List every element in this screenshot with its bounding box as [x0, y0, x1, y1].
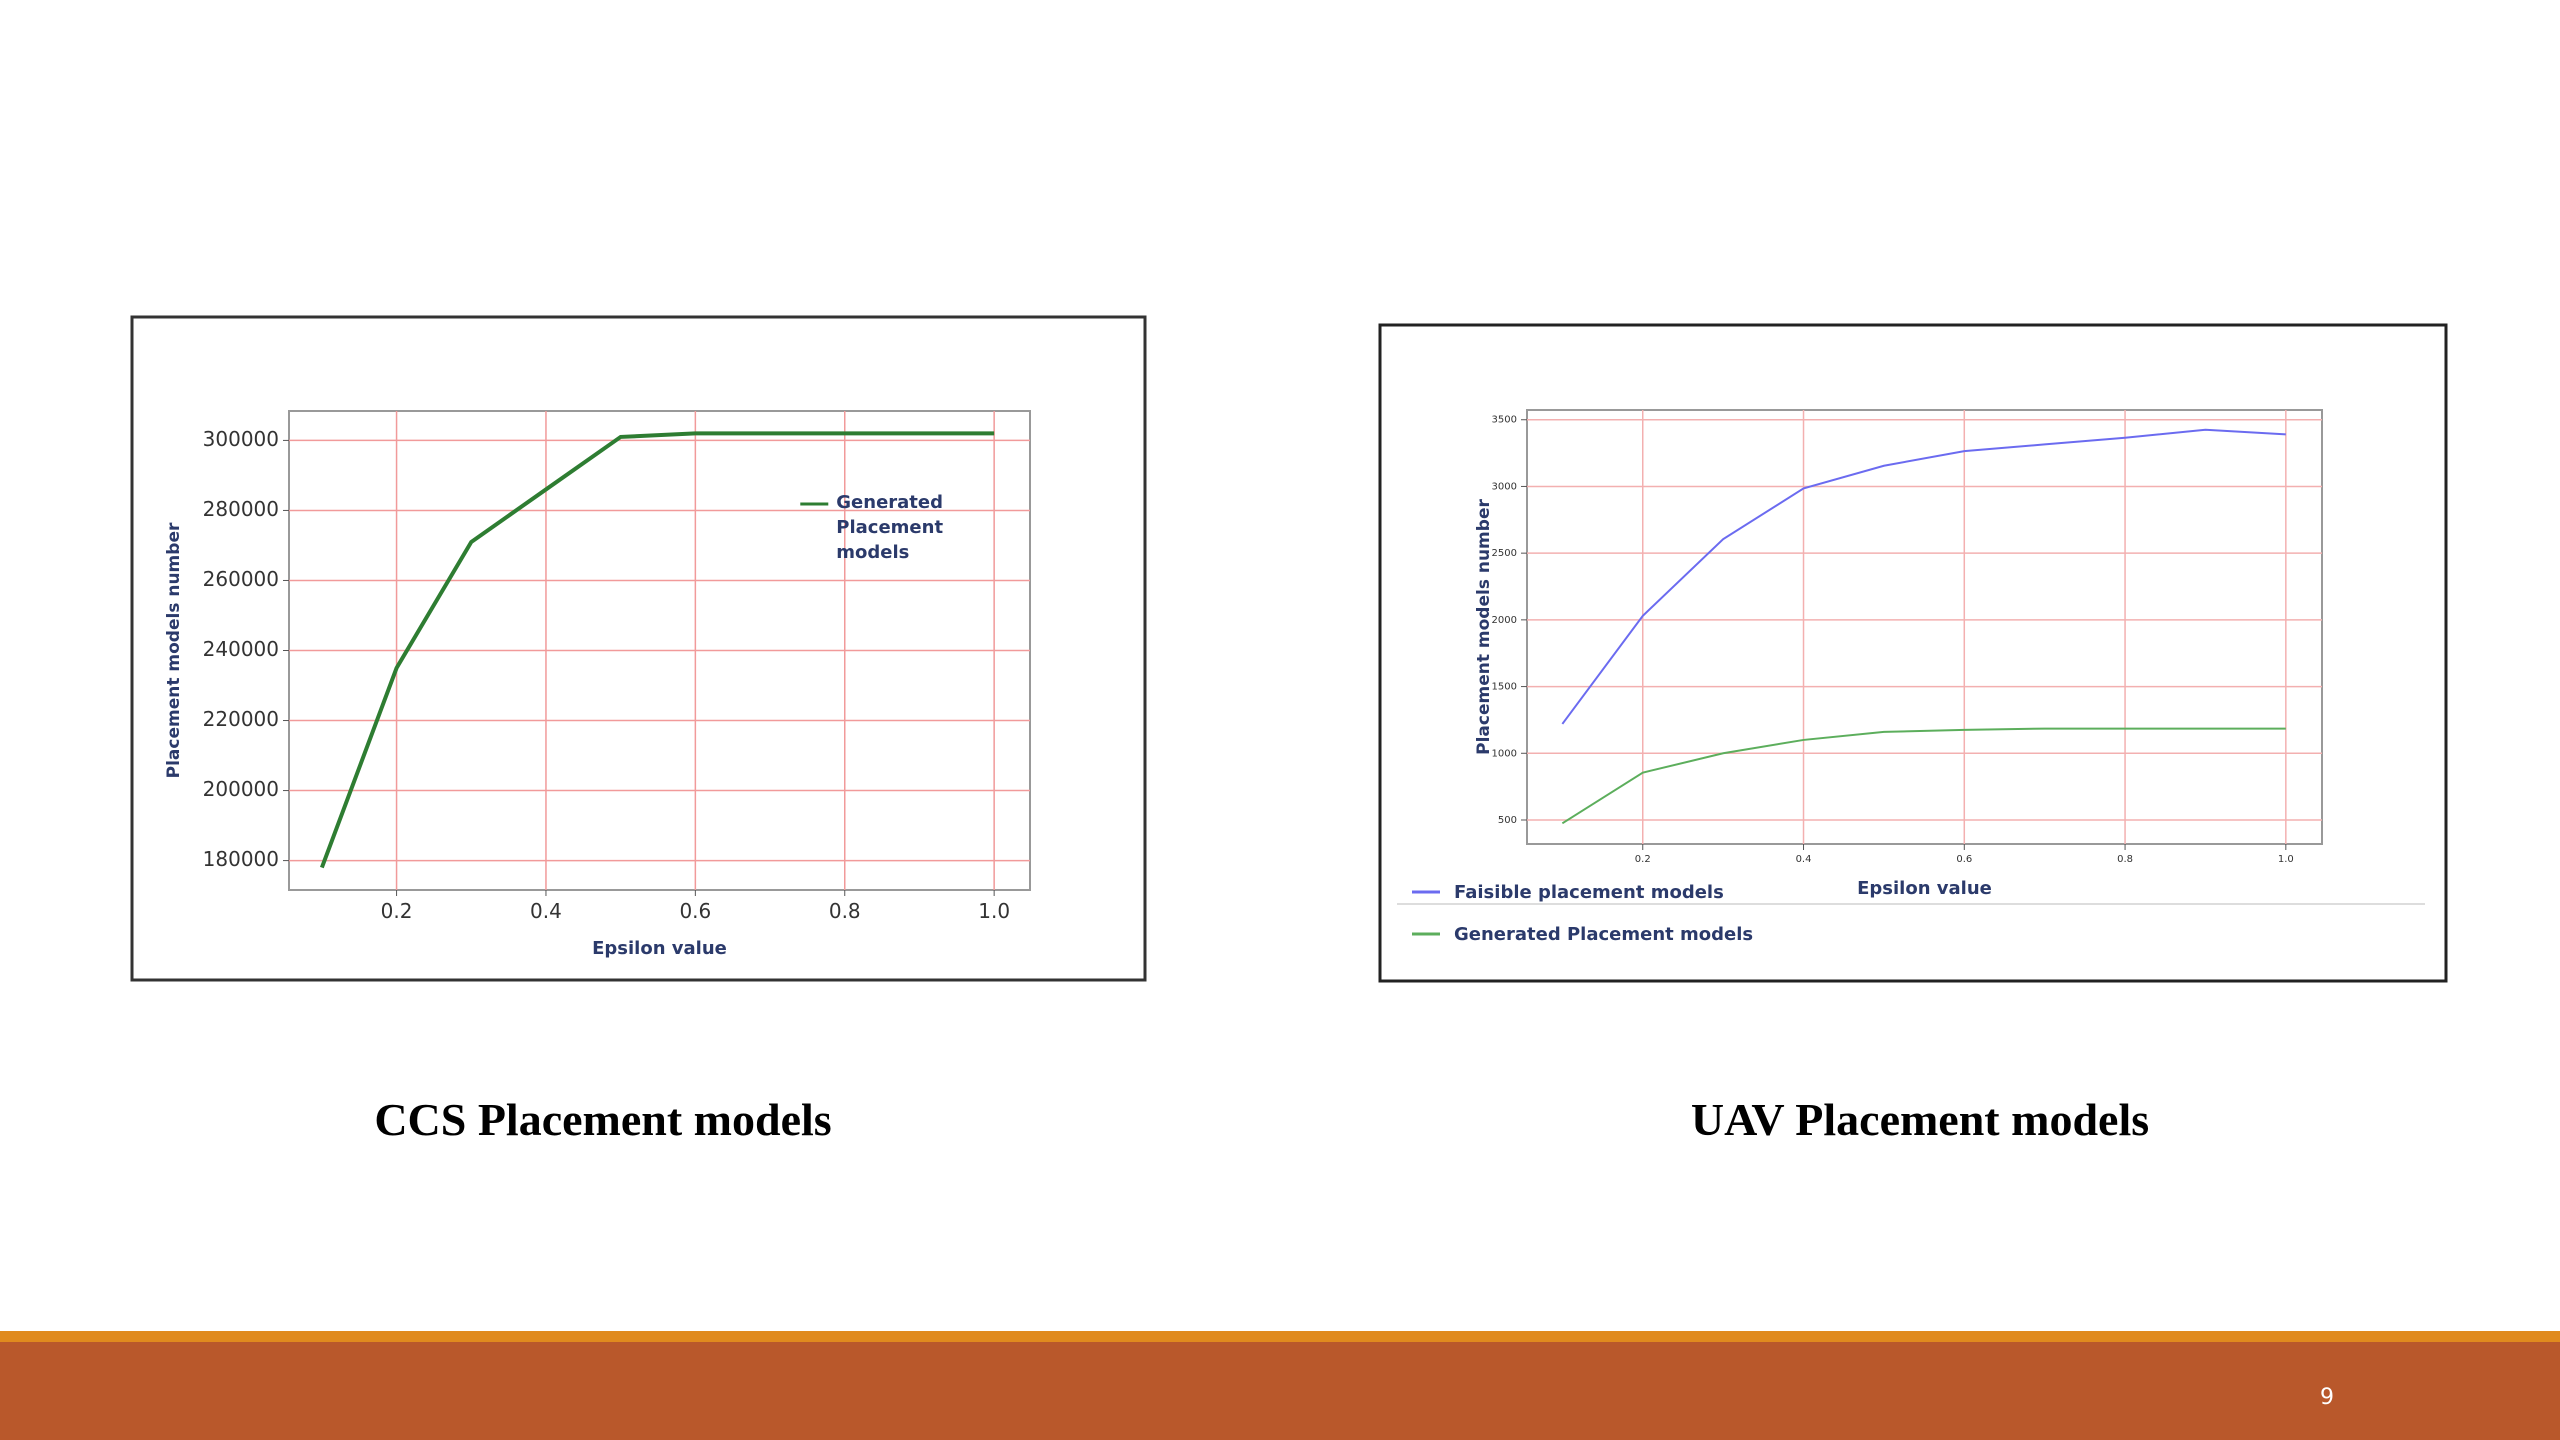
x-tick-label: 0.4: [530, 899, 562, 923]
y-tick-label: 1500: [1492, 682, 1517, 693]
page-number: 9: [2320, 1385, 2334, 1410]
x-tick-label: 0.2: [381, 899, 413, 923]
y-axis-label: Placement models number: [164, 522, 184, 778]
y-axis-label: Placement models number: [1474, 499, 1494, 755]
y-tick-label: 300000: [203, 427, 279, 451]
legend-label: Generated Placement models: [1454, 924, 1753, 945]
data-line: [319, 431, 995, 869]
x-tick-label: 1.0: [2278, 854, 2294, 865]
y-tick-label: 2000: [1492, 615, 1517, 626]
x-tick-label: 1.0: [978, 899, 1010, 923]
legend-entry: Generated Placement models: [836, 492, 944, 563]
caption: CCS Placement models: [374, 1094, 831, 1145]
y-tick-label: 180000: [203, 847, 279, 871]
data-line: [1561, 727, 2286, 825]
legend-label: Faisible placement models: [1454, 882, 1724, 903]
x-tick-label: 0.4: [1796, 854, 1812, 865]
y-tick-label: 1000: [1492, 748, 1517, 759]
caption: UAV Placement models: [1691, 1094, 2149, 1145]
y-tick-label: 280000: [203, 497, 279, 521]
y-tick-label: 2500: [1492, 548, 1517, 559]
x-axis-label: Epsilon value: [592, 938, 727, 959]
y-tick-label: 260000: [203, 567, 279, 591]
plot-area: [1526, 409, 2323, 845]
x-tick-label: 0.2: [1635, 854, 1651, 865]
x-tick-label: 0.8: [829, 899, 861, 923]
footer-band: [0, 1342, 2560, 1440]
y-tick-label: 200000: [203, 777, 279, 801]
y-tick-label: 500: [1498, 815, 1517, 826]
legend-label: Generated Placement models: [836, 492, 944, 563]
x-tick-label: 0.8: [2117, 854, 2133, 865]
y-tick-label: 220000: [203, 707, 279, 731]
x-axis-label: Epsilon value: [1857, 878, 1992, 899]
y-tick-label: 3000: [1492, 481, 1517, 492]
x-tick-label: 0.6: [1956, 854, 1972, 865]
x-tick-label: 0.6: [679, 899, 711, 923]
data-line: [1561, 428, 2286, 725]
y-tick-label: 240000: [203, 637, 279, 661]
footer-stripe: [0, 1331, 2560, 1343]
y-tick-label: 3500: [1492, 415, 1517, 426]
